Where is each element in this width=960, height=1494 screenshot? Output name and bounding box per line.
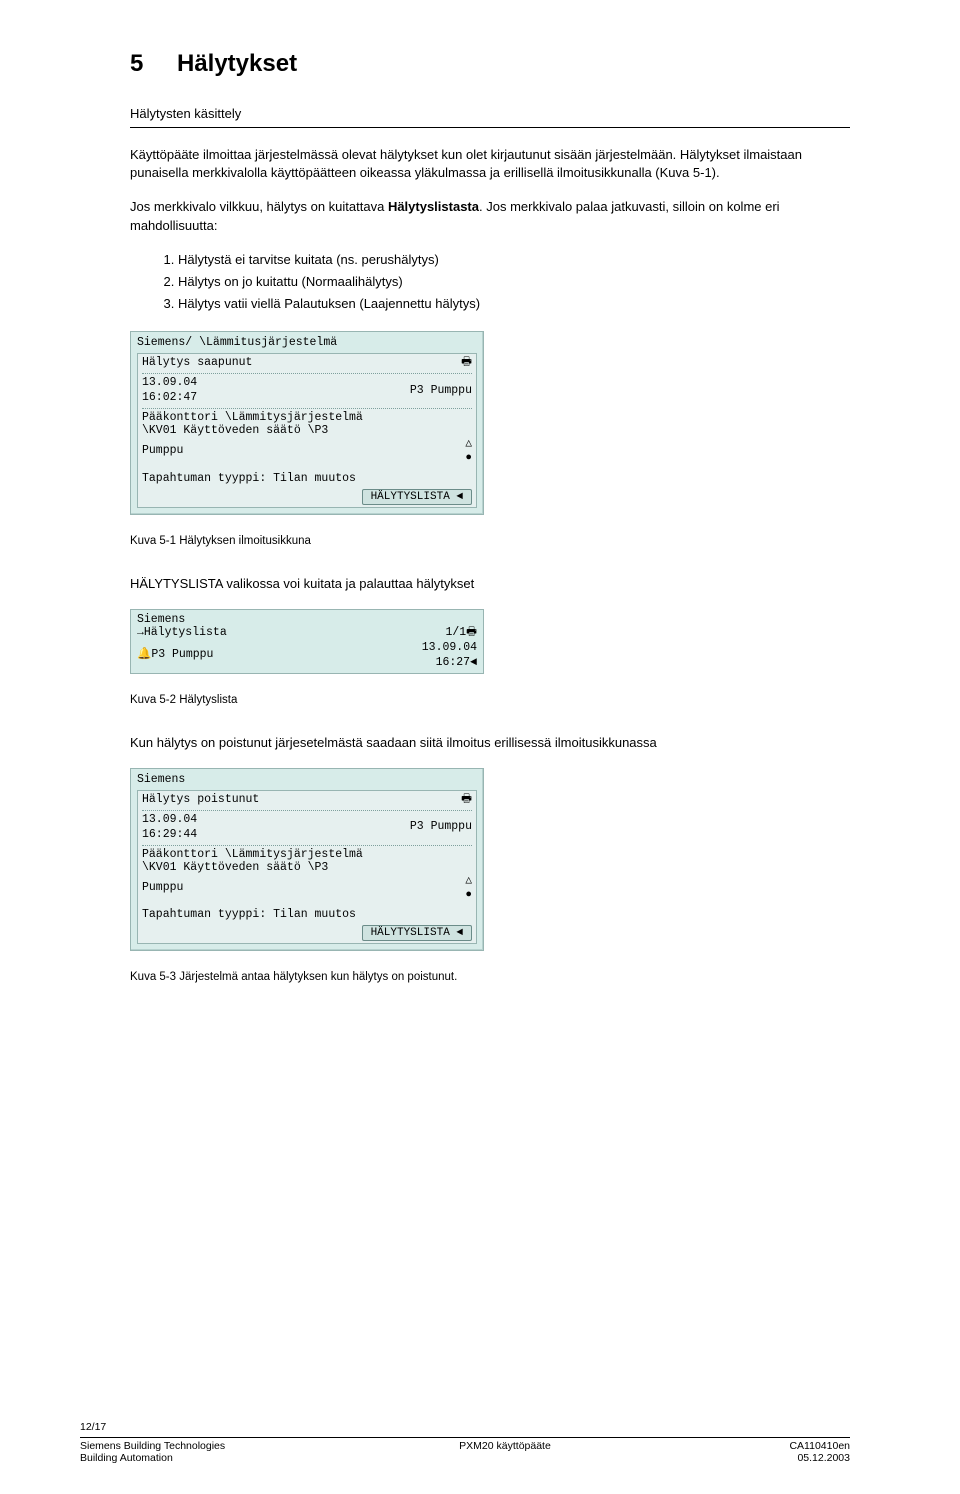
footer-doc-id: CA110410en xyxy=(730,1440,850,1452)
lcd-event-type: Tapahtuman tyyppi: Tilan muutos xyxy=(142,908,472,921)
printer-icon: 🖶 xyxy=(461,793,472,808)
footer-division: Building Automation xyxy=(80,1452,280,1464)
lcd-title: Hälytys poistunut xyxy=(142,793,259,808)
section-number: 5 xyxy=(130,50,143,78)
lcd-title: Hälytys saapunut xyxy=(142,356,252,371)
paragraph-alarmlist: HÄLYTYSLISTA valikossa voi kuitata ja pa… xyxy=(130,575,850,593)
subsection-title: Hälytysten käsittely xyxy=(130,106,850,121)
figure-caption: Kuva 5-2 Hälytyslista xyxy=(130,694,850,706)
lcd-timestamp: 13.09.0416:02:47 xyxy=(142,376,197,406)
lcd-screenshot-alarm-arrived: Siemens/ \Lämmitusjärjestelmä Hälytys sa… xyxy=(130,331,484,514)
paragraph-conditions: Jos merkkivalo vilkkuu, hälytys on kuita… xyxy=(130,198,850,234)
list-item: Hälytystä ei tarvitse kuitata (ns. perus… xyxy=(178,251,850,269)
bold-term: Hälytyslistasta xyxy=(388,199,479,214)
lcd-event-type: Tapahtuman tyyppi: Tilan muutos xyxy=(142,472,472,485)
lcd-timestamp: 13.09.0416:27◄ xyxy=(422,641,477,671)
text-run: Jos merkkivalo vilkkuu, hälytys on kuita… xyxy=(130,199,388,214)
lcd-path: \KV01 Käyttöveden säätö \P3 xyxy=(142,424,472,437)
lcd-point: P3 Pumppu xyxy=(410,384,472,399)
figure-caption: Kuva 5-3 Järjestelmä antaa hälytyksen ku… xyxy=(130,971,850,983)
footer-company: Siemens Building Technologies xyxy=(80,1440,280,1452)
lcd-header: Siemens xyxy=(137,773,477,786)
lcd-alarm-entry: 🔔P3 Pumppu xyxy=(137,648,213,663)
numbered-list: Hälytystä ei tarvitse kuitata (ns. perus… xyxy=(178,251,850,314)
footer-date: 05.12.2003 xyxy=(730,1452,850,1464)
paragraph-alarm-gone: Kun hälytys on poistunut järjesetelmästä… xyxy=(130,734,850,752)
lcd-path: Pumppu xyxy=(142,881,183,896)
printer-icon: 🖶 xyxy=(461,356,472,371)
paragraph-intro: Käyttöpääte ilmoittaa järjestelmässä ole… xyxy=(130,146,850,182)
lcd-path: Pääkonttori \Lämmitysjärjestelmä xyxy=(142,848,472,861)
page-number: 12/17 xyxy=(80,1421,850,1433)
lcd-title-row: Hälytys saapunut 🖶 xyxy=(142,356,472,371)
page-footer: 12/17 Siemens Building Technologies PXM2… xyxy=(80,1421,850,1464)
alarm-list-button[interactable]: HÄLYTYSLISTA ◄ xyxy=(362,925,472,941)
lcd-screenshot-alarm-list: Siemens →Hälytyslista 1/1🖶 🔔P3 Pumppu 13… xyxy=(130,609,484,674)
alarm-list-button[interactable]: HÄLYTYSLISTA ◄ xyxy=(362,489,472,505)
lcd-path: Pumppu xyxy=(142,444,183,459)
lcd-header: Siemens/ \Lämmitusjärjestelmä xyxy=(137,336,477,349)
figure-caption: Kuva 5-1 Hälytyksen ilmoitusikkuna xyxy=(130,535,850,547)
lcd-menu-item: →Hälytyslista xyxy=(137,626,227,641)
lcd-path: \KV01 Käyttöveden säätö \P3 xyxy=(142,861,472,874)
footer-doc-title: PXM20 käyttöpääte xyxy=(280,1440,730,1452)
lcd-timestamp: 13.09.0416:29:44 xyxy=(142,813,197,843)
lcd-page-indicator: 1/1🖶 xyxy=(445,626,477,641)
lcd-point: P3 Pumppu xyxy=(410,820,472,835)
bell-icon: △● xyxy=(465,874,472,903)
lcd-header: Siemens xyxy=(137,613,477,626)
section-heading: 5 Hälytykset xyxy=(130,50,850,78)
section-title: Hälytykset xyxy=(177,50,297,77)
divider xyxy=(130,127,850,128)
bell-icon: △● xyxy=(465,437,472,466)
lcd-path: Pääkonttori \Lämmitysjärjestelmä xyxy=(142,411,472,424)
list-item: Hälytys vatii viellä Palautuksen (Laajen… xyxy=(178,295,850,313)
list-item: Hälytys on jo kuitattu (Normaalihälytys) xyxy=(178,273,850,291)
lcd-screenshot-alarm-gone: Siemens Hälytys poistunut 🖶 13.09.0416:2… xyxy=(130,768,484,951)
